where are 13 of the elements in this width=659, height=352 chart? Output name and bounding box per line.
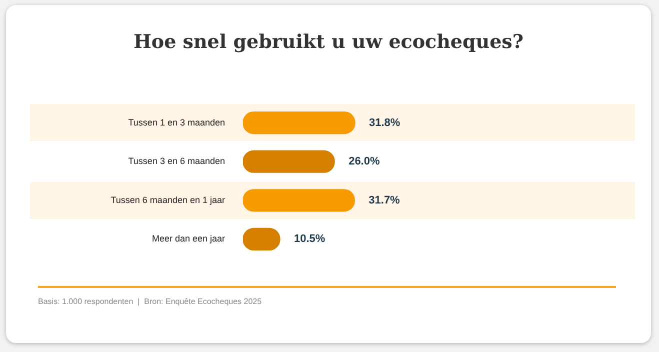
text: Basis: 1.000 respondenten | Bron: Enquête Ecocheques 2025 <box>38 297 262 306</box>
y-tick-label: Tussen 6 maanden en 1 jaar <box>110 194 225 205</box>
data-label: 26.0% <box>348 156 380 168</box>
y-tick-label: Meer dan een jaar <box>152 234 225 244</box>
bar <box>243 189 355 212</box>
data-label: 31.8% <box>369 116 400 129</box>
bar <box>243 111 356 134</box>
chart-title: Hoe snel gebruikt u uw ecocheques? <box>132 31 525 53</box>
data-label: 10.5% <box>294 233 326 246</box>
bar <box>243 150 335 173</box>
data-label: 31.7% <box>368 194 400 206</box>
y-tick-label: Tussen 1 en 3 maanden <box>128 117 225 128</box>
y-tick-label: Tussen 3 en 6 maanden <box>128 156 225 166</box>
